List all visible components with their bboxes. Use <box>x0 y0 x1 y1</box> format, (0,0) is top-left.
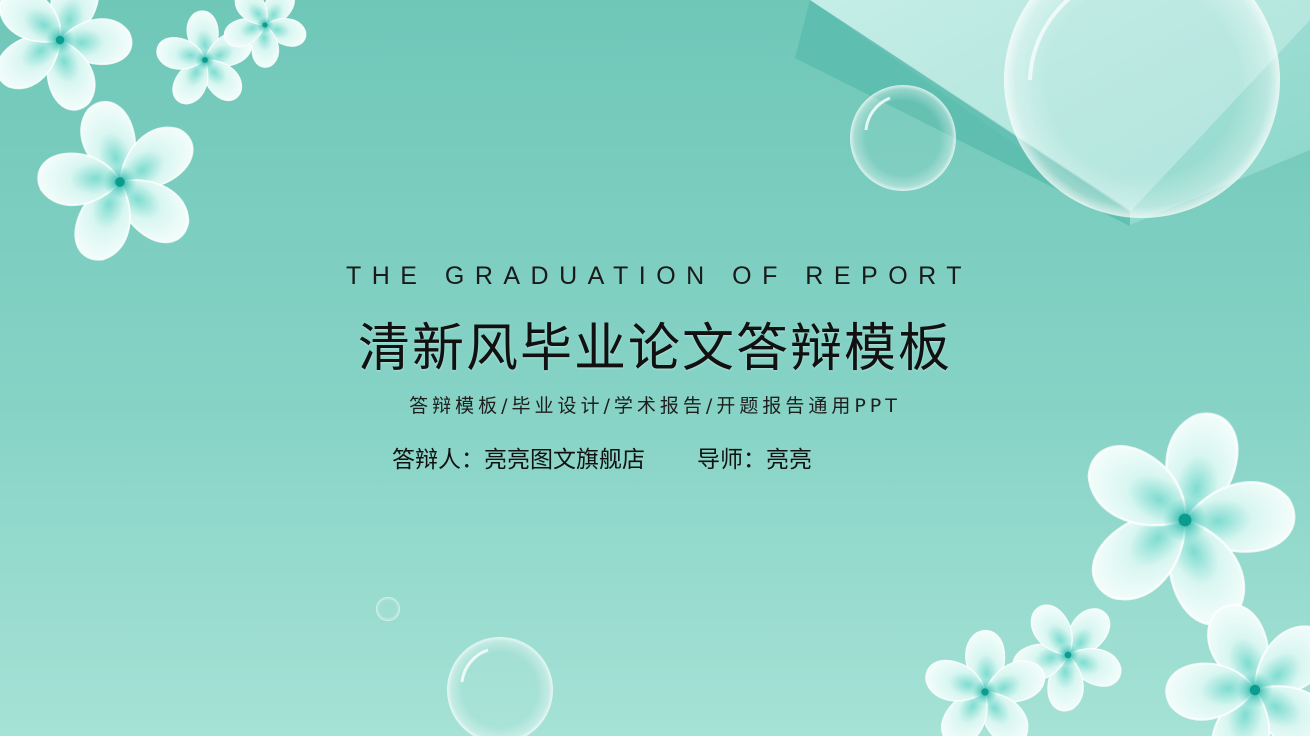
presenter-row: 答辩人：亮亮图文旗舰店 导师：亮亮 <box>392 440 812 474</box>
chinese-title: 清新风毕业论文答辩模板 <box>357 319 952 379</box>
bubble-icon <box>376 0 1280 736</box>
advisor-label: 导师：亮亮 <box>697 447 812 473</box>
english-title: THE GRADUATION OF REPORT <box>345 262 973 290</box>
presenter-label: 答辩人：亮亮图文旗舰店 <box>392 447 645 473</box>
flower-cluster-bottom-right <box>917 393 1310 736</box>
flower-cluster-top-left <box>0 0 325 290</box>
subtitle: 答辩模板/毕业设计/学术报告/开题报告通用PPT <box>409 395 901 417</box>
